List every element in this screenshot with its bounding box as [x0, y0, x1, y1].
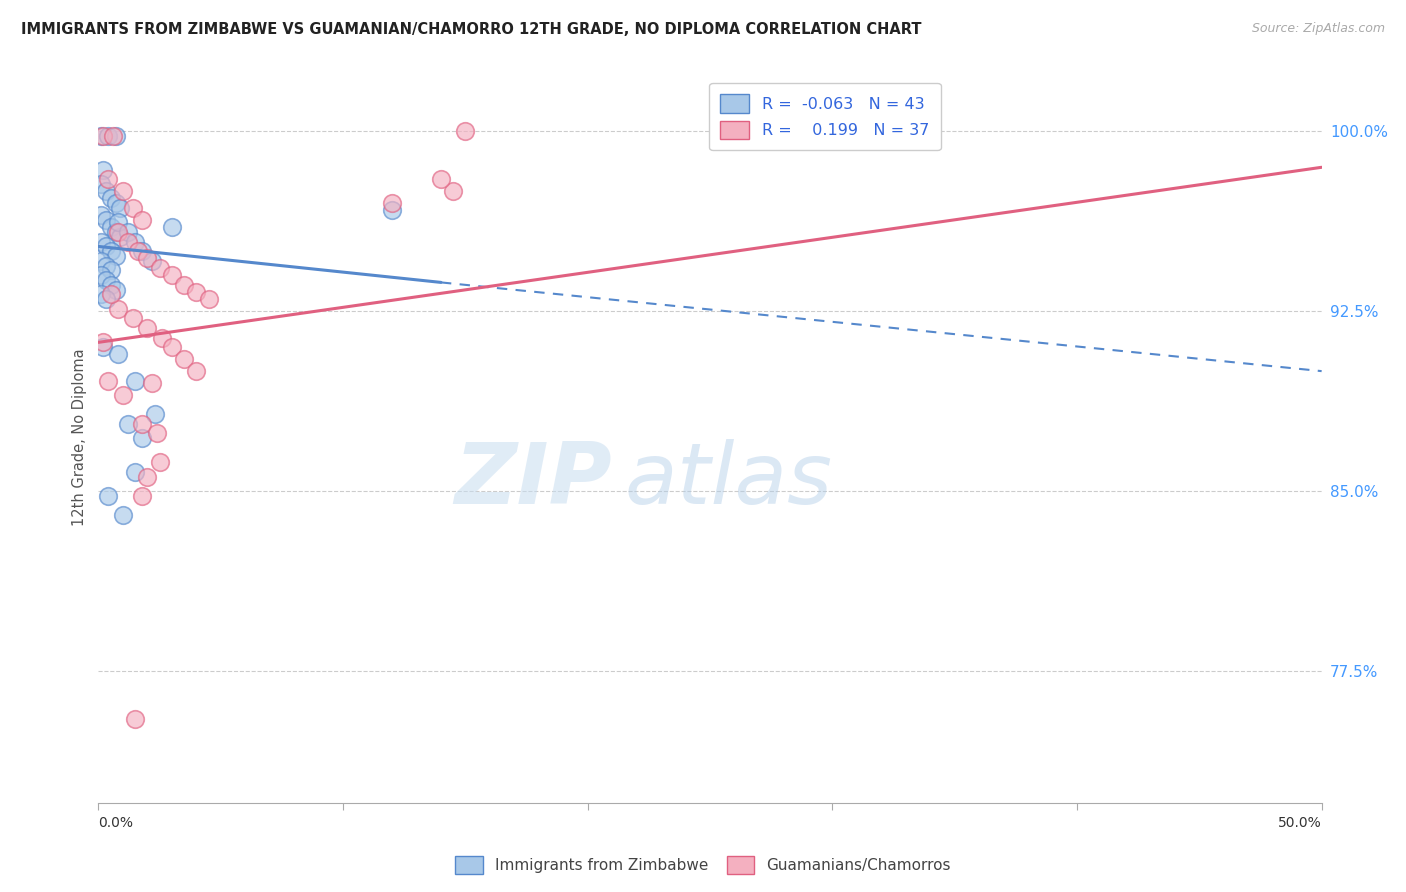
Point — [104, 225, 127, 239]
Point — [117, 235, 139, 249]
Point — [131, 213, 153, 227]
Point — [100, 277, 122, 292]
Text: Source: ZipAtlas.com: Source: ZipAtlas.com — [1251, 22, 1385, 36]
Point — [90, 268, 112, 283]
Point — [107, 347, 129, 361]
Point — [186, 364, 208, 378]
Point — [124, 465, 146, 479]
Point — [141, 253, 163, 268]
Point — [104, 249, 127, 263]
Point — [121, 311, 143, 326]
Point — [97, 172, 120, 186]
Point — [381, 203, 404, 218]
Point — [97, 489, 120, 503]
Point — [110, 230, 132, 244]
Point — [107, 225, 129, 239]
Point — [100, 287, 122, 301]
Point — [91, 335, 114, 350]
Point — [104, 283, 127, 297]
Point — [136, 321, 159, 335]
Point — [90, 129, 112, 144]
Point — [146, 426, 169, 441]
Point — [100, 263, 122, 277]
Point — [430, 172, 453, 186]
Text: ZIP: ZIP — [454, 440, 612, 523]
Point — [107, 301, 129, 316]
Point — [160, 220, 183, 235]
Point — [94, 273, 117, 287]
Point — [100, 220, 122, 235]
Point — [110, 201, 132, 215]
Text: atlas: atlas — [624, 440, 832, 523]
Point — [454, 124, 477, 138]
Point — [104, 129, 127, 144]
Point — [111, 508, 134, 522]
Point — [149, 455, 172, 469]
Point — [186, 285, 208, 299]
Text: 50.0%: 50.0% — [1278, 816, 1322, 830]
Point — [381, 196, 404, 211]
Point — [136, 469, 159, 483]
Legend: R =  -0.063   N = 43, R =    0.199   N = 37: R = -0.063 N = 43, R = 0.199 N = 37 — [709, 83, 941, 150]
Point — [100, 244, 122, 259]
Point — [131, 417, 153, 431]
Point — [124, 374, 146, 388]
Text: IMMIGRANTS FROM ZIMBABWE VS GUAMANIAN/CHAMORRO 12TH GRADE, NO DIPLOMA CORRELATIO: IMMIGRANTS FROM ZIMBABWE VS GUAMANIAN/CH… — [21, 22, 921, 37]
Point — [90, 208, 112, 222]
Point — [121, 201, 143, 215]
Point — [117, 225, 139, 239]
Point — [101, 129, 124, 144]
Point — [94, 213, 117, 227]
Point — [173, 277, 195, 292]
Point — [111, 388, 134, 402]
Point — [90, 253, 112, 268]
Point — [91, 129, 114, 144]
Text: 0.0%: 0.0% — [98, 816, 134, 830]
Point — [90, 287, 112, 301]
Point — [94, 239, 117, 253]
Point — [131, 489, 153, 503]
Point — [104, 196, 127, 211]
Point — [127, 244, 149, 259]
Point — [131, 244, 153, 259]
Point — [97, 374, 120, 388]
Point — [124, 712, 146, 726]
Legend: Immigrants from Zimbabwe, Guamanians/Chamorros: Immigrants from Zimbabwe, Guamanians/Cha… — [449, 850, 957, 880]
Point — [94, 292, 117, 306]
Point — [90, 177, 112, 191]
Point — [197, 292, 219, 306]
Point — [107, 215, 129, 229]
Point — [149, 260, 172, 275]
Point — [143, 407, 166, 421]
Point — [97, 129, 120, 144]
Point — [173, 352, 195, 367]
Point — [100, 191, 122, 205]
Point — [91, 162, 114, 177]
Point — [150, 330, 173, 344]
Point — [111, 184, 134, 198]
Point — [94, 259, 117, 273]
Point — [441, 184, 464, 198]
Point — [131, 431, 153, 445]
Point — [94, 184, 117, 198]
Point — [91, 340, 114, 354]
Point — [124, 235, 146, 249]
Point — [160, 340, 183, 354]
Point — [90, 235, 112, 249]
Point — [160, 268, 183, 283]
Y-axis label: 12th Grade, No Diploma: 12th Grade, No Diploma — [72, 348, 87, 526]
Point — [136, 252, 159, 266]
Point — [141, 376, 163, 391]
Point — [117, 417, 139, 431]
